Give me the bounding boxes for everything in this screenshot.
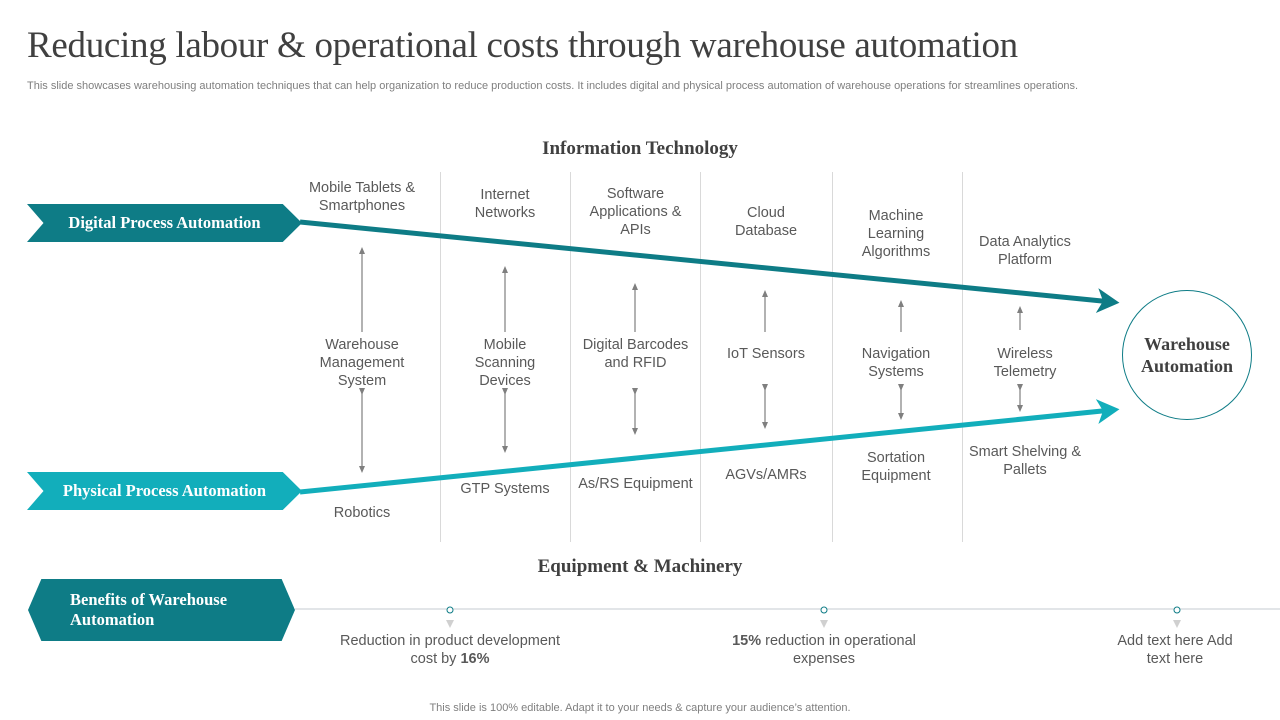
mid-item: IoT Sensors xyxy=(727,346,805,362)
digital-process-banner: Digital Process Automation xyxy=(27,204,302,242)
column-divider xyxy=(440,172,441,542)
benefit-item: Add text here Add text here xyxy=(1115,632,1235,668)
it-item: Software Applications & APIs xyxy=(589,186,682,238)
timeline-markers xyxy=(446,606,1181,628)
mid-item: Mobile Scanning Devices xyxy=(474,337,536,389)
equip-item: AGVs/AMRs xyxy=(725,467,807,483)
digital-banner-label: Digital Process Automation xyxy=(68,213,261,232)
physical-banner-label: Physical Process Automation xyxy=(62,481,267,500)
equip-item: Sortation Equipment xyxy=(861,450,931,484)
benefit-value: 16% xyxy=(460,651,490,667)
it-item: Machine Learning Algorithms xyxy=(861,208,931,260)
physical-process-banner: Physical Process Automation xyxy=(27,472,302,510)
benefit-text: Reduction in product development cost by xyxy=(339,633,561,667)
mid-item: Digital Barcodes and RFID xyxy=(582,337,689,371)
it-item: Internet Networks xyxy=(474,187,536,221)
benefit-text: reduction in operational expenses xyxy=(761,633,916,667)
column-divider xyxy=(962,172,963,542)
page-subtitle: This slide showcases warehousing automat… xyxy=(27,80,1079,92)
it-item: Data Analytics Platform xyxy=(979,234,1071,268)
bottom-heading: Equipment & Machinery xyxy=(537,556,743,577)
benefit-item: 15% reduction in operational expenses xyxy=(704,632,944,668)
benefits-banner: Benefits of Warehouse Automation xyxy=(28,579,295,641)
footer-note: This slide is 100% editable. Adapt it to… xyxy=(429,702,851,714)
column-divider xyxy=(700,172,701,542)
warehouse-automation-circle: Warehouse Automation xyxy=(1122,290,1252,420)
benefit-item: Reduction in product development cost by… xyxy=(330,632,570,668)
equip-item: Smart Shelving & Pallets xyxy=(968,444,1082,478)
column-divider xyxy=(832,172,833,542)
benefit-value: 15% xyxy=(732,633,762,649)
mid-item: Navigation Systems xyxy=(861,346,931,380)
physical-flow-arrow xyxy=(299,399,1120,495)
equip-item: GTP Systems xyxy=(460,481,550,497)
equip-item: Robotics xyxy=(333,505,391,521)
target-label: Warehouse Automation xyxy=(1140,334,1233,376)
mid-item: Warehouse Management System xyxy=(319,337,405,389)
mid-item: Wireless Telemetry xyxy=(993,346,1057,380)
top-heading: Information Technology xyxy=(542,138,738,159)
digital-flow-arrow xyxy=(299,219,1120,313)
page-title: Reducing labour & operational costs thro… xyxy=(27,25,1018,66)
it-item: Cloud Database xyxy=(734,205,798,239)
equip-item: As/RS Equipment xyxy=(578,476,693,492)
it-item: Mobile Tablets & Smartphones xyxy=(308,180,416,214)
column-divider xyxy=(570,172,571,542)
benefits-label: Benefits of Warehouse Automation xyxy=(70,590,228,629)
benefit-text: Add text here Add text here xyxy=(1117,633,1233,667)
